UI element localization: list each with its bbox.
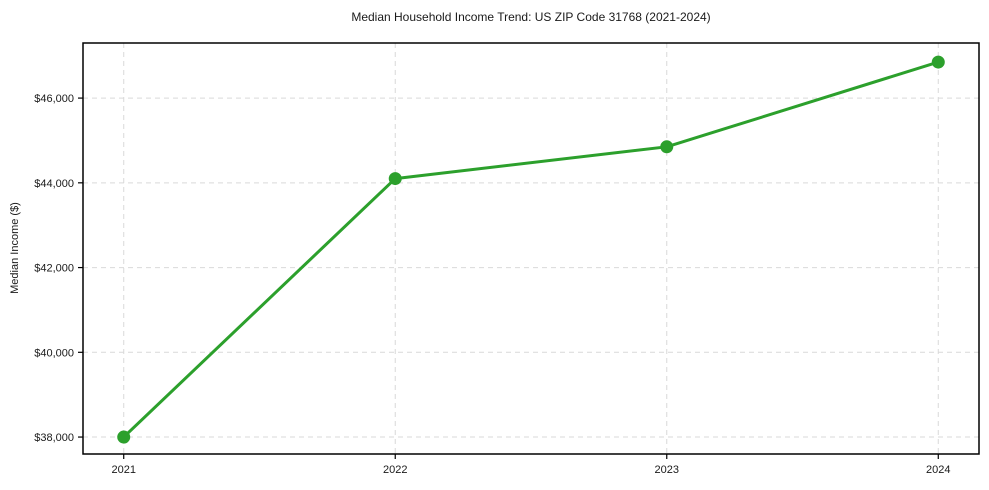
y-tick-label: $38,000 <box>34 432 74 444</box>
x-tick-label: 2023 <box>655 464 679 476</box>
series-layer <box>117 55 945 444</box>
chart-title: Median Household Income Trend: US ZIP Co… <box>351 10 710 24</box>
y-tick-label: $46,000 <box>34 93 74 105</box>
data-point-2022 <box>388 172 402 186</box>
y-tick-label: $40,000 <box>34 347 74 359</box>
y-tick-label: $42,000 <box>34 263 74 275</box>
data-point-2023 <box>660 140 674 154</box>
axis-layer: $38,000 $40,000 $42,000 $44,000 $46,000 2021 2… <box>34 42 980 476</box>
grid-layer <box>83 43 979 454</box>
x-tick-label: 2021 <box>111 464 135 476</box>
data-point-2024 <box>931 55 945 69</box>
x-tick-label: 2022 <box>383 464 407 476</box>
trend-line <box>122 60 939 439</box>
plot-border <box>82 42 980 455</box>
x-tick-label: 2024 <box>926 464 950 476</box>
data-point-2021 <box>117 430 131 444</box>
y-axis-label: Median Income ($) <box>9 202 21 294</box>
y-tick-label: $44,000 <box>34 178 74 190</box>
